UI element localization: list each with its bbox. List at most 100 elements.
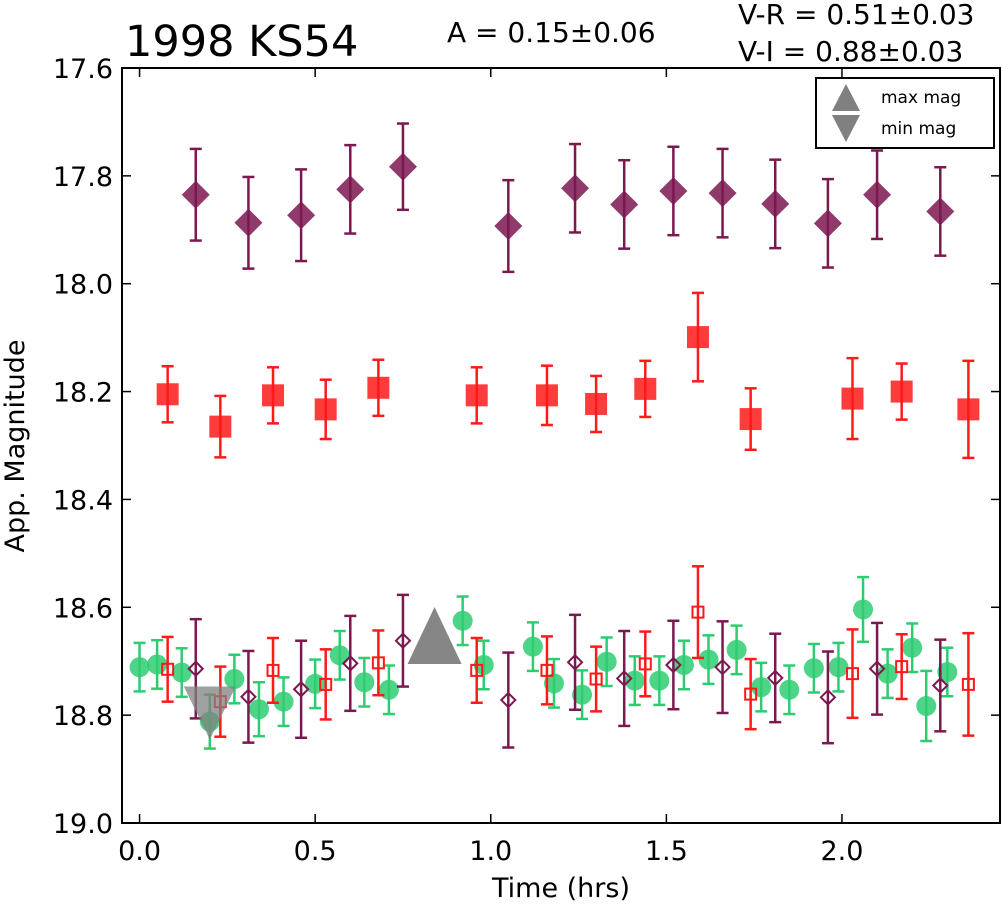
data-point [638,657,652,671]
data-point [156,383,179,406]
data-point [494,212,523,241]
data-point [499,691,517,709]
max-mag-marker [407,606,462,664]
data-point [262,384,285,407]
data-point [585,392,608,415]
data-point [615,670,633,687]
x-tick-label: 2.0 [820,836,863,867]
data-point [452,610,473,631]
y-tick-label: 18.2 [53,378,113,409]
series-i-shifted [187,593,949,749]
data-point [664,656,682,674]
x-tick-label: 0.0 [118,836,161,867]
data-point [234,208,263,237]
x-tick-label: 1.5 [645,836,688,867]
data-point [828,657,849,678]
y-tick-label: 18.0 [53,270,113,301]
data-point [744,687,758,701]
data-point [224,669,245,690]
data-point [378,679,399,700]
legend: max mag min mag [815,77,995,149]
plot-frame [121,67,1001,824]
legend-min-label: min mag [881,119,956,139]
y-tick-label: 19.0 [53,809,113,840]
axis-ticks: 0.0 0.5 1.0 1.5 2.0 17.6 17.8 18.0 18.2 18.4 18.6 1… [53,54,1000,867]
data-point [751,677,772,698]
data-point [129,657,150,678]
data-point [187,660,205,678]
data-point [171,662,192,683]
data-point [470,663,484,677]
data-point [698,649,719,670]
y-tick-label: 18.8 [53,701,113,732]
series-i [181,122,955,274]
data-point [596,651,617,672]
color-vr-annotation: V-R = 0.51±0.03 [738,0,974,31]
data-point [926,197,955,226]
data-point [895,660,909,674]
data-point [761,189,790,218]
data-point [659,176,688,205]
data-point [240,688,257,706]
x-axis-label: Time (hrs) [491,873,630,904]
data-point [388,152,417,181]
data-point [314,398,337,421]
data-point [367,376,390,399]
data-point [845,667,859,681]
data-point [371,656,385,670]
data-point [819,688,837,706]
data-point [522,636,543,657]
color-vi-annotation: V-I = 0.88±0.03 [738,35,963,68]
data-point [181,180,210,209]
data-point [649,670,670,691]
data-point [273,691,294,712]
data-point [634,377,657,400]
data-point [266,663,280,677]
data-point [961,677,975,691]
y-axis-label: App. Magnitude [0,340,31,553]
data-point [209,415,232,438]
chart-title: 1998 KS54 [125,17,358,67]
data-point [902,637,923,658]
data-point [292,680,310,698]
data-point [890,380,913,403]
data-point [931,677,949,694]
data-point [673,654,694,675]
y-tick-label: 17.6 [53,54,113,85]
data-point [287,201,316,230]
data-point [686,326,709,349]
data-point [841,387,864,410]
data-point [535,384,558,407]
plot-area [129,122,980,750]
y-tick-label: 17.8 [53,162,113,193]
y-tick-label: 18.6 [53,593,113,624]
legend-max-label: max mag [881,88,961,108]
x-tick-label: 0.5 [294,836,337,867]
data-point [916,695,937,716]
data-point [473,654,494,675]
series-r [156,291,980,460]
data-point [543,673,564,694]
data-point [691,605,705,619]
min-mag-marker [183,686,236,740]
data-point [566,653,584,671]
data-point [572,684,593,705]
data-point [610,190,639,219]
data-point [540,663,554,677]
data-point [341,654,359,672]
data-point [726,639,747,660]
data-point [803,658,824,679]
legend-max-marker [832,84,860,111]
amplitude-annotation: A = 0.15±0.06 [447,16,656,49]
y-tick-label: 18.4 [53,485,113,516]
data-point [319,677,333,691]
data-point [708,179,737,208]
data-point [813,209,842,238]
data-point [248,699,269,720]
data-point [465,384,488,407]
data-point [561,174,590,203]
data-point [853,599,874,620]
data-point [161,662,175,676]
series-v [129,575,958,750]
